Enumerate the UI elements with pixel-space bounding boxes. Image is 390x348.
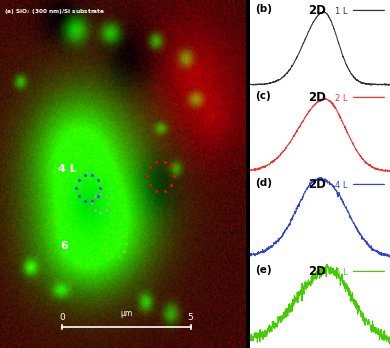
Text: 2D: 2D [308, 92, 326, 104]
Text: (a) SiO$_2$ (300 nm)/Si substrate: (a) SiO$_2$ (300 nm)/Si substrate [4, 7, 105, 16]
Text: 2 L: 2 L [335, 94, 348, 103]
Text: (c): (c) [255, 92, 271, 101]
Text: 1 L: 1 L [335, 7, 348, 16]
Text: 2D: 2D [308, 179, 326, 191]
Text: 5: 5 [188, 314, 193, 323]
Text: 4 L: 4 L [335, 181, 348, 190]
Text: 4 L: 4 L [58, 164, 77, 174]
Text: (b): (b) [255, 5, 272, 14]
Text: 0: 0 [59, 314, 65, 323]
Text: 6: 6 [60, 242, 68, 251]
Text: μm: μm [120, 309, 133, 318]
Text: 2D: 2D [308, 266, 326, 278]
Text: 6 L: 6 L [335, 268, 348, 277]
Text: (d): (d) [255, 179, 272, 188]
Text: (e): (e) [255, 266, 272, 275]
Text: 2D: 2D [308, 5, 326, 17]
